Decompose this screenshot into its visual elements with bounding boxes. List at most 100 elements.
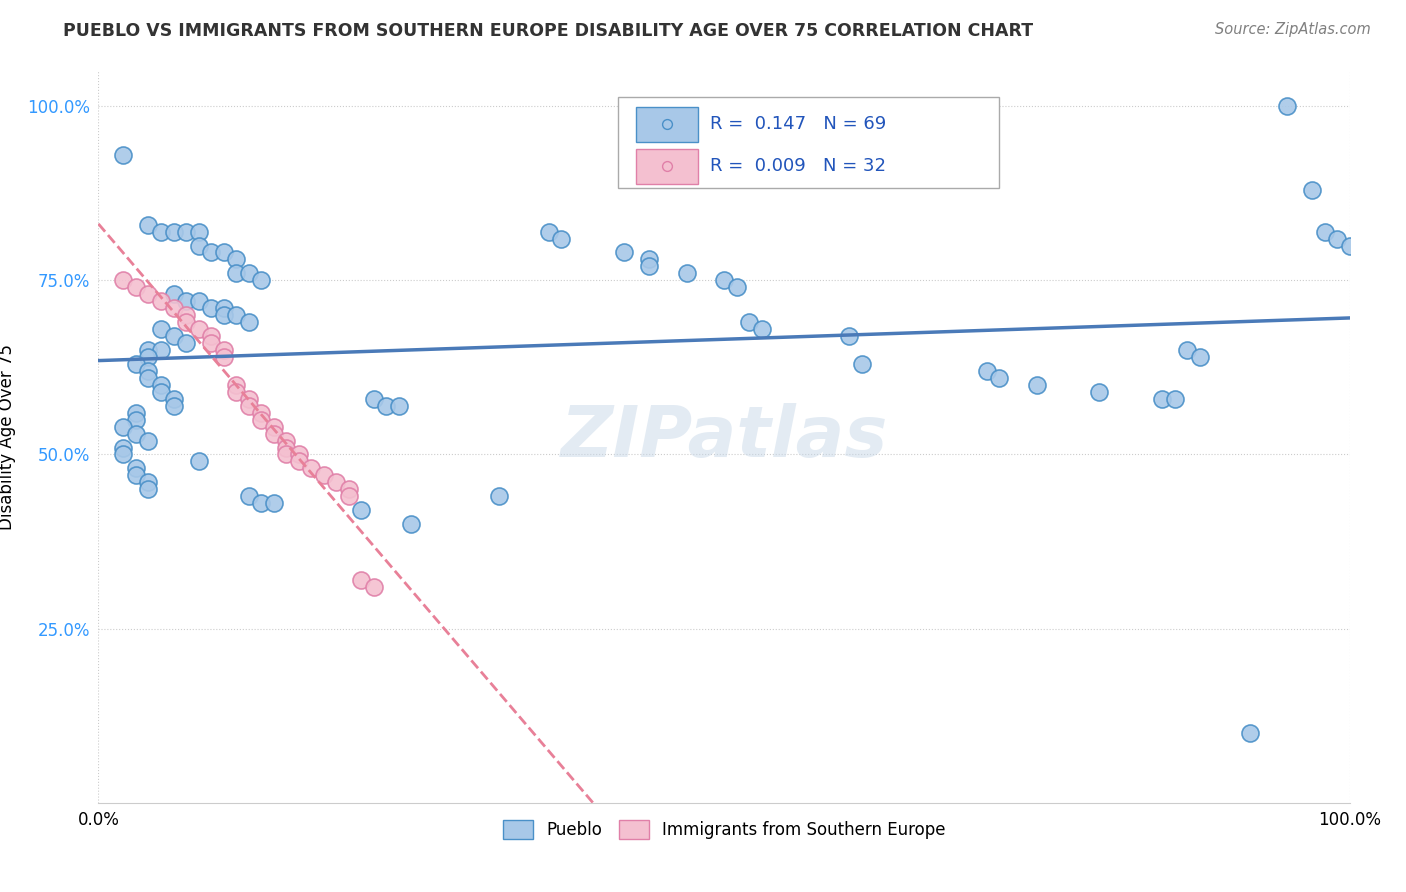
Point bbox=[274, 434, 298, 448]
Point bbox=[250, 496, 273, 510]
Point bbox=[263, 426, 285, 441]
Point bbox=[350, 573, 373, 587]
Point bbox=[138, 483, 160, 497]
Point bbox=[125, 280, 148, 294]
Point bbox=[851, 357, 873, 371]
Point bbox=[388, 399, 411, 413]
Point bbox=[238, 392, 260, 406]
Point bbox=[1188, 350, 1211, 364]
Point bbox=[150, 377, 173, 392]
Point bbox=[187, 322, 209, 336]
Point bbox=[125, 461, 148, 475]
Point bbox=[212, 301, 235, 316]
Point bbox=[200, 301, 222, 316]
Point bbox=[112, 273, 135, 287]
Point bbox=[125, 406, 148, 420]
Point bbox=[657, 149, 679, 163]
Point bbox=[138, 475, 160, 490]
Point bbox=[138, 364, 160, 378]
Point bbox=[212, 245, 235, 260]
Point bbox=[250, 412, 273, 426]
Point bbox=[138, 218, 160, 232]
Point bbox=[138, 371, 160, 385]
Point bbox=[263, 496, 285, 510]
Point bbox=[162, 392, 184, 406]
Point bbox=[1326, 231, 1348, 245]
Point bbox=[225, 266, 247, 280]
Point bbox=[238, 489, 260, 503]
Point bbox=[238, 399, 260, 413]
FancyBboxPatch shape bbox=[637, 107, 697, 142]
Point bbox=[212, 343, 235, 357]
Point bbox=[138, 343, 160, 357]
Point bbox=[174, 225, 197, 239]
Point bbox=[238, 315, 260, 329]
Point bbox=[657, 189, 679, 203]
Point bbox=[200, 336, 222, 351]
Point bbox=[162, 301, 184, 316]
Point bbox=[150, 322, 173, 336]
Point bbox=[537, 225, 560, 239]
Text: ZIPatlas: ZIPatlas bbox=[561, 402, 887, 472]
Point bbox=[174, 294, 197, 309]
Point bbox=[263, 419, 285, 434]
Point bbox=[1239, 726, 1261, 740]
Point bbox=[200, 245, 222, 260]
Point bbox=[174, 315, 197, 329]
Point bbox=[138, 434, 160, 448]
Point bbox=[238, 266, 260, 280]
Point bbox=[401, 517, 423, 532]
Point bbox=[274, 448, 298, 462]
Point bbox=[187, 225, 209, 239]
Point bbox=[274, 441, 298, 455]
Point bbox=[112, 419, 135, 434]
Point bbox=[174, 308, 197, 322]
Point bbox=[187, 294, 209, 309]
Point bbox=[1150, 392, 1173, 406]
Point bbox=[613, 245, 636, 260]
Point bbox=[200, 329, 222, 343]
Point bbox=[838, 329, 860, 343]
Point bbox=[988, 371, 1011, 385]
Point bbox=[150, 294, 173, 309]
Point bbox=[287, 454, 309, 468]
Point bbox=[138, 350, 160, 364]
Text: Source: ZipAtlas.com: Source: ZipAtlas.com bbox=[1215, 22, 1371, 37]
Point bbox=[312, 468, 335, 483]
Point bbox=[337, 483, 360, 497]
Point bbox=[162, 329, 184, 343]
Point bbox=[1313, 225, 1336, 239]
Point bbox=[162, 287, 184, 301]
Point bbox=[976, 364, 998, 378]
Point bbox=[488, 489, 510, 503]
Point bbox=[1339, 238, 1361, 252]
Point bbox=[174, 336, 197, 351]
Point bbox=[225, 308, 247, 322]
Point bbox=[112, 148, 135, 162]
Point bbox=[138, 287, 160, 301]
Point bbox=[1026, 377, 1049, 392]
Point bbox=[725, 280, 748, 294]
Point bbox=[187, 238, 209, 252]
Point bbox=[375, 399, 398, 413]
Point bbox=[125, 357, 148, 371]
Point bbox=[112, 441, 135, 455]
Point bbox=[550, 231, 572, 245]
Text: R =  0.147   N = 69: R = 0.147 N = 69 bbox=[710, 115, 887, 133]
FancyBboxPatch shape bbox=[637, 149, 697, 184]
Legend: Pueblo, Immigrants from Southern Europe: Pueblo, Immigrants from Southern Europe bbox=[496, 814, 952, 846]
Point bbox=[225, 377, 247, 392]
Point bbox=[125, 426, 148, 441]
Point bbox=[250, 406, 273, 420]
Point bbox=[350, 503, 373, 517]
Point bbox=[125, 412, 148, 426]
Text: PUEBLO VS IMMIGRANTS FROM SOUTHERN EUROPE DISABILITY AGE OVER 75 CORRELATION CHA: PUEBLO VS IMMIGRANTS FROM SOUTHERN EUROP… bbox=[63, 22, 1033, 40]
Point bbox=[713, 273, 735, 287]
Point bbox=[162, 225, 184, 239]
Point bbox=[1088, 384, 1111, 399]
Point bbox=[212, 350, 235, 364]
Point bbox=[299, 461, 322, 475]
Point bbox=[150, 225, 173, 239]
Point bbox=[363, 392, 385, 406]
Text: R =  0.009   N = 32: R = 0.009 N = 32 bbox=[710, 157, 886, 175]
